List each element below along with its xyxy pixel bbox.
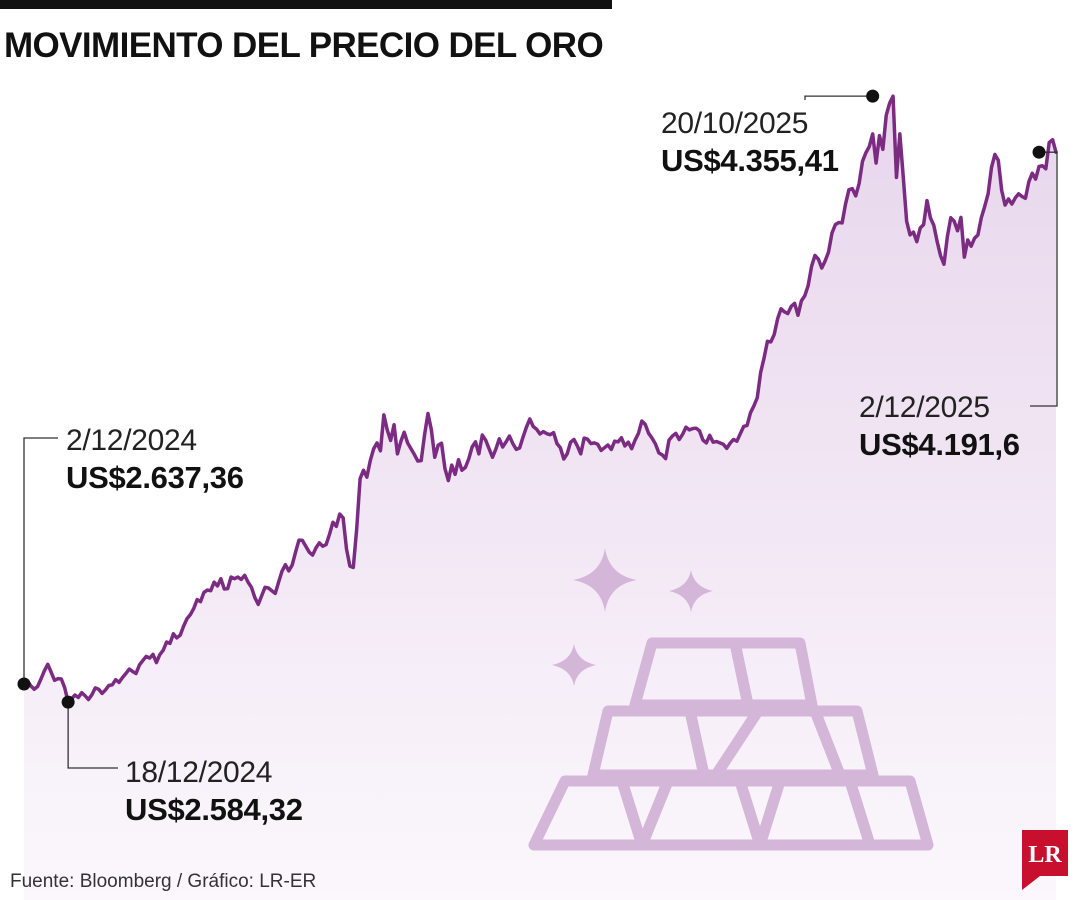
annotation-low: 18/12/2024 US$2.584,32 bbox=[125, 756, 303, 827]
annotation-end: 2/12/2025 US$4.191,6 bbox=[859, 391, 1020, 462]
leader-line-end bbox=[1030, 151, 1058, 407]
annotation-low-price: US$2.584,32 bbox=[125, 792, 303, 827]
annotation-end-price: US$4.191,6 bbox=[859, 427, 1020, 462]
annotation-end-date: 2/12/2025 bbox=[859, 391, 990, 424]
gold-bars-icon bbox=[528, 637, 934, 851]
annotation-start-price: US$2.637,36 bbox=[66, 460, 244, 495]
annotation-start-date: 2/12/2024 bbox=[66, 424, 197, 457]
source-credit: Fuente: Bloomberg / Gráfico: LR-ER bbox=[10, 871, 317, 892]
marker-peak bbox=[866, 89, 880, 103]
lr-logo-icon: LR bbox=[1022, 830, 1068, 890]
marker-low bbox=[61, 695, 75, 709]
price-area-fill bbox=[24, 96, 1056, 900]
sparkle-icon-group bbox=[552, 548, 713, 686]
annotation-peak-price: US$4.355,41 bbox=[661, 143, 839, 178]
gold-bar bbox=[809, 705, 879, 781]
top-rule bbox=[0, 0, 612, 9]
chart-title: MOVIMIENTO DEL PRECIO DEL ORO bbox=[4, 26, 604, 65]
gold-bar bbox=[844, 775, 934, 851]
annotation-peak-date: 20/10/2025 bbox=[661, 107, 809, 140]
annotation-low-date: 18/12/2024 bbox=[125, 756, 273, 789]
leader-line-start bbox=[23, 437, 58, 684]
annotation-start: 2/12/2024 US$2.637,36 bbox=[66, 424, 244, 495]
leader-line-low bbox=[67, 702, 118, 769]
lr-logo-text: LR bbox=[1028, 842, 1062, 868]
marker-start bbox=[17, 677, 31, 691]
annotation-peak: 20/10/2025 US$4.355,41 bbox=[661, 107, 839, 178]
sparkle-icon bbox=[552, 644, 596, 686]
marker-end bbox=[1032, 145, 1046, 159]
price-line bbox=[22, 94, 1058, 704]
gold-bar bbox=[729, 637, 818, 711]
sparkle-icon bbox=[669, 570, 713, 612]
sparkle-icon bbox=[573, 548, 637, 612]
leader-line-peak bbox=[804, 95, 873, 100]
